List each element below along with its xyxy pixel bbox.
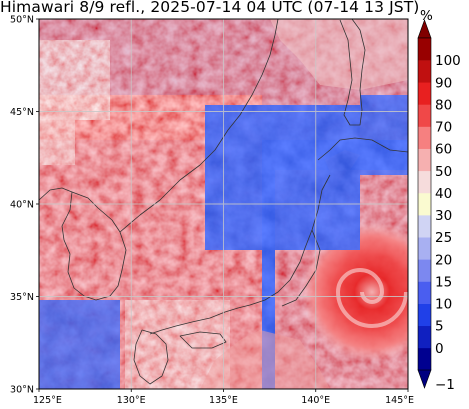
colorbar-tick-label: −1 [435,377,455,393]
colorbar-unit-label: % [420,8,433,24]
lon-tick-label: 130°E [117,395,146,406]
colorbar-swatch [418,148,431,172]
lat-tick-label: 45°N [10,107,34,118]
lon-tick-label: 135°E [209,395,238,406]
chart-title: Himawari 8/9 refl., 2025-07-14 04 UTC (0… [0,0,420,16]
lat-tick-label: 40°N [10,200,34,211]
colorbar-tick-label: 50 [435,164,452,180]
colorbar-swatch [418,215,431,238]
colorbar-swatch [418,281,431,304]
lat-axis: 30°N 35°N 40°N 45°N 50°N [10,15,39,396]
colorbar-swatch [418,38,431,61]
colorbar-tick-label: 0 [435,341,444,357]
colorbar-tick-label: 10 [435,297,452,313]
colorbar-frame [417,37,432,371]
lon-tick-label: 125°E [33,395,62,406]
lon-tick-label: 140°E [301,395,330,406]
coastlines [39,19,408,385]
colorbar-tick-label: 30 [435,208,452,224]
colorbar-swatch [418,170,431,194]
colorbar-tick-label: 70 [435,120,452,136]
colorbar-swatch [418,237,431,260]
lon-axis: 125°E 130°E 135°E 140°E 145°E [33,389,414,406]
lon-tick-label: 145°E [385,395,414,406]
colorbar-tick-label: 25 [435,230,452,246]
colorbar-tick-label: 60 [435,142,452,158]
colorbar-under-extension [417,369,432,389]
colorbar-tick-label: 80 [435,97,452,113]
colorbar-tick-label: 15 [435,274,452,290]
colorbar-tick-label: 20 [435,252,452,268]
colorbar-tick-label: 90 [435,75,452,91]
colorbar-tick-label: 100 [435,53,461,69]
lat-tick-label: 50°N [10,15,34,26]
colorbar-swatch [418,104,431,127]
colorbar-swatch [418,82,431,105]
colorbar-tick-label: 40 [435,186,452,202]
colorbar-swatch [418,192,431,216]
colorbar-swatch [418,60,431,83]
colorbar-swatch [418,347,431,371]
colorbar-tick-label: 5 [435,319,444,335]
colorbar-swatch [418,325,431,349]
colorbar-swatch [418,259,431,282]
colorbar: % −1 0 5 10 15 20 25 30 40 50 60 70 80 90 100 [417,8,461,393]
gridlines [39,19,408,389]
colorbar-swatch [418,126,431,149]
lat-tick-label: 30°N [10,385,34,396]
lat-tick-label: 35°N [10,292,34,303]
colorbar-swatch [418,303,431,327]
